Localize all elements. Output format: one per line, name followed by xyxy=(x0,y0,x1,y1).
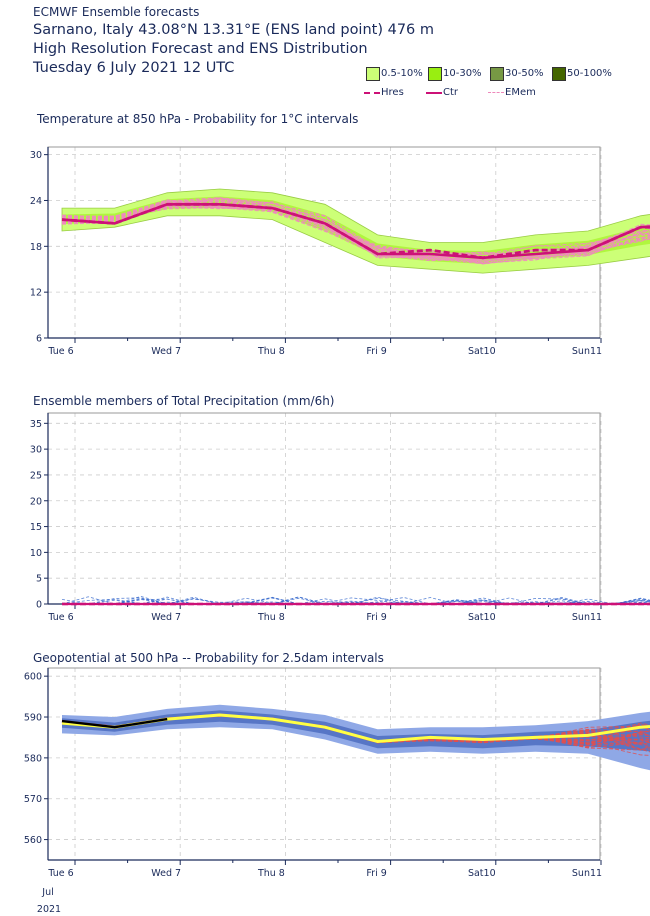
geopotential-x-tick-label: Thu 8 xyxy=(257,868,285,879)
temperature-member-line xyxy=(61,197,650,265)
precipitation-y-tick-label: 30 xyxy=(30,445,42,456)
legend-hres-line xyxy=(364,92,380,94)
x-axis-month-label: Jul xyxy=(41,887,53,898)
legend-swatch-2 xyxy=(490,67,504,81)
legend-emem-label: EMem xyxy=(505,87,536,98)
forecast-date-title: Tuesday 6 July 2021 12 UTC xyxy=(33,60,235,76)
temperature-panel-title: Temperature at 850 hPa - Probability for… xyxy=(37,112,359,126)
temperature-member-line xyxy=(61,198,650,261)
geopotential-panel-title: Geopotential at 500 hPa -- Probability f… xyxy=(33,651,384,665)
legend-label-2: 30-50% xyxy=(505,68,544,79)
geopotential-x-tick-label: Wed 7 xyxy=(151,868,181,879)
location-title: Sarnano, Italy 43.08°N 13.31°E (ENS land… xyxy=(33,22,435,38)
precipitation-y-tick-label: 10 xyxy=(30,548,42,559)
product-title: ECMWF Ensemble forecasts xyxy=(33,5,200,19)
precipitation-x-tick-label: Tue 6 xyxy=(47,612,73,623)
precipitation-x-tick-label: Sat10 xyxy=(468,612,496,623)
temperature-y-tick-label: 18 xyxy=(30,242,42,253)
temperature-x-tick-label: Sat10 xyxy=(468,346,496,357)
temperature-member-line xyxy=(61,206,650,255)
temperature-x-tick-label: Tue 6 xyxy=(47,346,73,357)
geopotential-x-tick-label: Sat10 xyxy=(468,868,496,879)
precipitation-y-tick-label: 15 xyxy=(30,522,42,533)
geopotential-y-tick-label: 590 xyxy=(24,713,42,724)
legend-hres-label: Hres xyxy=(381,87,404,98)
legend-label-0: 0.5-10% xyxy=(381,68,423,79)
precipitation-y-tick-label: 20 xyxy=(30,496,42,507)
geopotential-x-tick-label: Fri 9 xyxy=(366,868,386,879)
temperature-member-line xyxy=(61,199,650,259)
temperature-y-tick-label: 12 xyxy=(30,288,42,299)
legend-label-3: 50-100% xyxy=(567,68,612,79)
x-axis-year-label: 2021 xyxy=(37,904,61,915)
legend-ctr-label: Ctr xyxy=(443,87,459,98)
temperature-member-line xyxy=(61,199,650,262)
precipitation-panel-title: Ensemble members of Total Precipitation … xyxy=(33,394,335,408)
legend-swatch-0 xyxy=(366,67,380,81)
temperature-y-tick-label: 30 xyxy=(30,150,42,161)
geopotential-ctrl-line xyxy=(61,717,168,729)
precipitation-x-tick-label: Fri 9 xyxy=(366,612,386,623)
legend-ctr-line xyxy=(426,92,442,94)
legend-swatch-3 xyxy=(552,67,566,81)
geopotential-y-tick-label: 600 xyxy=(24,672,42,683)
precipitation-x-tick-label: Thu 8 xyxy=(257,612,285,623)
geopotential-x-tick-label: Sun11 xyxy=(572,868,602,879)
temperature-member-line xyxy=(61,200,650,264)
geopotential-x-tick-label: Tue 6 xyxy=(47,868,73,879)
precipitation-member-line xyxy=(62,597,650,605)
geopotential-hres-line xyxy=(61,713,650,744)
temperature-x-tick-label: Thu 8 xyxy=(257,346,285,357)
precipitation-y-tick-label: 5 xyxy=(36,574,42,585)
precipitation-frame xyxy=(47,412,601,605)
temperature-x-tick-label: Sun11 xyxy=(572,346,602,357)
temperature-hres-line xyxy=(61,202,650,260)
precipitation-x-tick-label: Wed 7 xyxy=(151,612,181,623)
legend-label-1: 10-30% xyxy=(443,68,482,79)
temperature-member-line xyxy=(61,197,650,259)
precipitation-y-tick-label: 35 xyxy=(30,419,42,430)
precipitation-hres-line xyxy=(62,602,650,606)
precipitation-y-tick-label: 25 xyxy=(30,470,42,481)
temperature-x-tick-label: Fri 9 xyxy=(366,346,386,357)
geopotential-band-outer xyxy=(62,704,650,771)
temperature-x-tick-label: Wed 7 xyxy=(151,346,181,357)
geopotential-y-tick-label: 570 xyxy=(24,794,42,805)
forecast-type-title: High Resolution Forecast and ENS Distrib… xyxy=(33,41,368,57)
temperature-member-line xyxy=(61,202,650,261)
precipitation-y-tick-label: 0 xyxy=(36,600,42,611)
temperature-member-line xyxy=(61,198,650,262)
temperature-y-tick-label: 6 xyxy=(36,334,42,345)
legend-swatch-1 xyxy=(428,67,442,81)
precipitation-member-line xyxy=(61,596,650,605)
geopotential-frame xyxy=(47,667,601,861)
geopotential-y-tick-label: 560 xyxy=(24,835,42,846)
legend-emem-line xyxy=(488,92,504,93)
precipitation-x-tick-label: Sun11 xyxy=(572,612,602,623)
geopotential-y-tick-label: 580 xyxy=(24,753,42,764)
temperature-y-tick-label: 24 xyxy=(30,196,42,207)
